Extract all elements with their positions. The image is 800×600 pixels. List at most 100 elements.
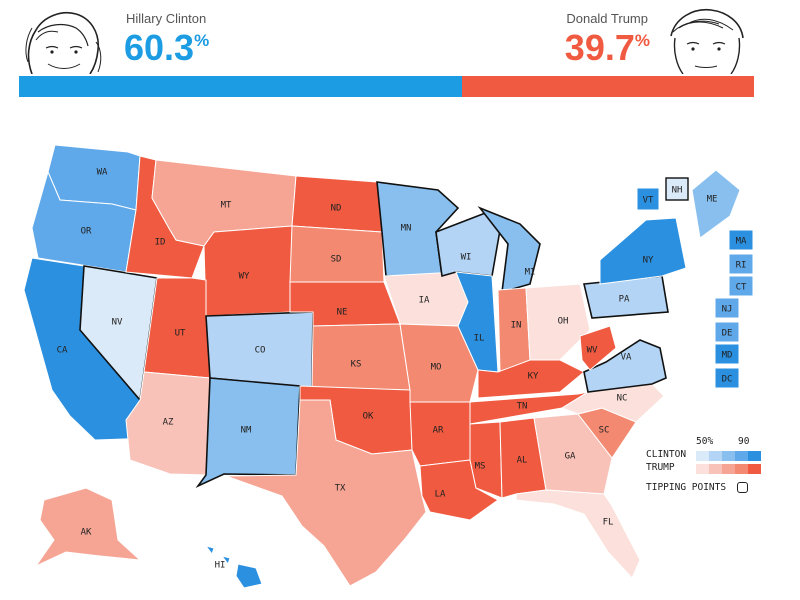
state-label-il: IL xyxy=(474,334,485,344)
state-label-tx: TX xyxy=(335,484,346,494)
state-ks[interactable] xyxy=(311,323,411,391)
state-box-de[interactable] xyxy=(714,321,740,343)
legend-swatch xyxy=(748,464,761,474)
legend-trump-scale xyxy=(696,464,761,474)
clinton-name: Hillary Clinton xyxy=(126,11,207,26)
trump-portrait-icon xyxy=(670,9,744,74)
state-label-id: ID xyxy=(155,238,166,248)
state-label-az: AZ xyxy=(163,418,174,428)
state-box-label-nh: NH xyxy=(672,186,683,196)
legend-swatch xyxy=(709,464,722,474)
state-label-ok: OK xyxy=(363,412,374,422)
state-label-ga: GA xyxy=(565,452,576,462)
state-box-label-de: DE xyxy=(722,329,733,339)
state-label-ut: UT xyxy=(175,329,186,339)
state-ga[interactable] xyxy=(533,413,613,495)
state-box-nj[interactable] xyxy=(714,297,740,319)
state-label-or: OR xyxy=(81,227,92,237)
state-label-al: AL xyxy=(517,456,528,466)
legend-low-label: 50% xyxy=(696,436,714,447)
clinton-percentage: 60.3% xyxy=(124,27,210,68)
state-ky[interactable] xyxy=(477,359,585,399)
state-label-hi: HI xyxy=(215,561,226,571)
legend-clinton-label: CLINTON xyxy=(646,449,687,460)
header: Hillary Clinton 60.3% Donald Trump 39.7% xyxy=(0,0,800,100)
state-label-ky: KY xyxy=(528,372,539,382)
clinton-share-bar xyxy=(19,76,462,97)
state-box-dc[interactable] xyxy=(714,367,740,389)
state-mi[interactable] xyxy=(477,206,541,294)
state-box-label-ct: CT xyxy=(736,283,747,293)
state-va[interactable] xyxy=(583,339,667,393)
state-box-vt[interactable] xyxy=(636,187,660,211)
state-hi[interactable] xyxy=(204,545,263,589)
state-label-ca: CA xyxy=(57,346,68,356)
state-label-wy: WY xyxy=(239,272,250,282)
state-label-me: ME xyxy=(707,195,718,205)
state-box-ct[interactable] xyxy=(728,275,754,297)
state-ak[interactable] xyxy=(34,487,142,568)
clinton-portrait-icon xyxy=(25,12,102,74)
state-fl[interactable] xyxy=(515,489,641,579)
state-box-ma[interactable] xyxy=(728,229,754,251)
legend-swatch xyxy=(696,464,709,474)
state-label-nc: NC xyxy=(617,394,628,404)
state-label-ny: NY xyxy=(643,256,654,266)
state-box-label-ma: MA xyxy=(736,237,747,247)
legend-clinton-scale xyxy=(696,451,761,461)
state-label-wv: WV xyxy=(587,346,598,356)
legend-swatch xyxy=(709,451,722,461)
state-tx[interactable] xyxy=(225,399,427,587)
state-label-ar: AR xyxy=(433,426,444,436)
state-label-in: IN xyxy=(511,321,522,331)
legend-trump-label: TRUMP xyxy=(646,462,675,473)
state-label-mo: MO xyxy=(431,363,442,373)
state-label-fl: FL xyxy=(603,518,614,528)
state-label-sd: SD xyxy=(331,255,342,265)
state-label-nv: NV xyxy=(112,318,123,328)
state-box-label-vt: VT xyxy=(643,196,654,206)
legend-tipping-label: TIPPING POINTS xyxy=(646,482,727,493)
state-oh[interactable] xyxy=(525,283,591,361)
state-label-co: CO xyxy=(255,346,266,356)
state-ms[interactable] xyxy=(469,421,503,499)
state-box-label-md: MD xyxy=(722,351,733,361)
trump-name: Donald Trump xyxy=(566,11,648,26)
state-label-ak: AK xyxy=(81,528,92,538)
state-box-label-dc: DC xyxy=(722,375,733,385)
state-label-wa: WA xyxy=(97,168,108,178)
state-label-nm: NM xyxy=(241,426,252,436)
legend-swatch xyxy=(722,464,735,474)
state-label-mi: MI xyxy=(525,268,536,278)
state-label-mt: MT xyxy=(221,201,232,211)
state-label-pa: PA xyxy=(619,295,630,305)
legend-swatch xyxy=(735,464,748,474)
legend-swatch xyxy=(735,451,748,461)
state-label-tn: TN xyxy=(517,402,528,412)
tipping-point-marker-icon xyxy=(737,482,748,493)
state-ny[interactable] xyxy=(599,217,687,285)
state-box-label-ri: RI xyxy=(736,261,747,271)
trump-share-bar xyxy=(462,76,754,97)
state-label-va: VA xyxy=(621,353,632,363)
state-label-ks: KS xyxy=(351,360,362,370)
legend-swatch xyxy=(722,451,735,461)
trump-percentage: 39.7% xyxy=(564,27,650,68)
state-wv[interactable] xyxy=(579,325,617,371)
state-label-mn: MN xyxy=(401,224,412,234)
state-box-ri[interactable] xyxy=(728,253,754,275)
state-box-nh[interactable] xyxy=(665,177,689,201)
state-label-wi: WI xyxy=(461,253,472,263)
state-box-label-nj: NJ xyxy=(722,305,733,315)
legend-swatch xyxy=(748,451,761,461)
state-label-ne: NE xyxy=(337,308,348,318)
legend: 50% 90 CLINTON TRUMP TIPPING POINTS xyxy=(646,436,766,496)
legend-high-label: 90 xyxy=(738,436,750,447)
state-label-la: LA xyxy=(435,490,446,500)
state-me[interactable] xyxy=(691,169,741,239)
state-label-ia: IA xyxy=(419,296,430,306)
state-box-md[interactable] xyxy=(714,343,740,365)
state-label-ms: MS xyxy=(475,462,486,472)
state-label-nd: ND xyxy=(331,204,342,214)
